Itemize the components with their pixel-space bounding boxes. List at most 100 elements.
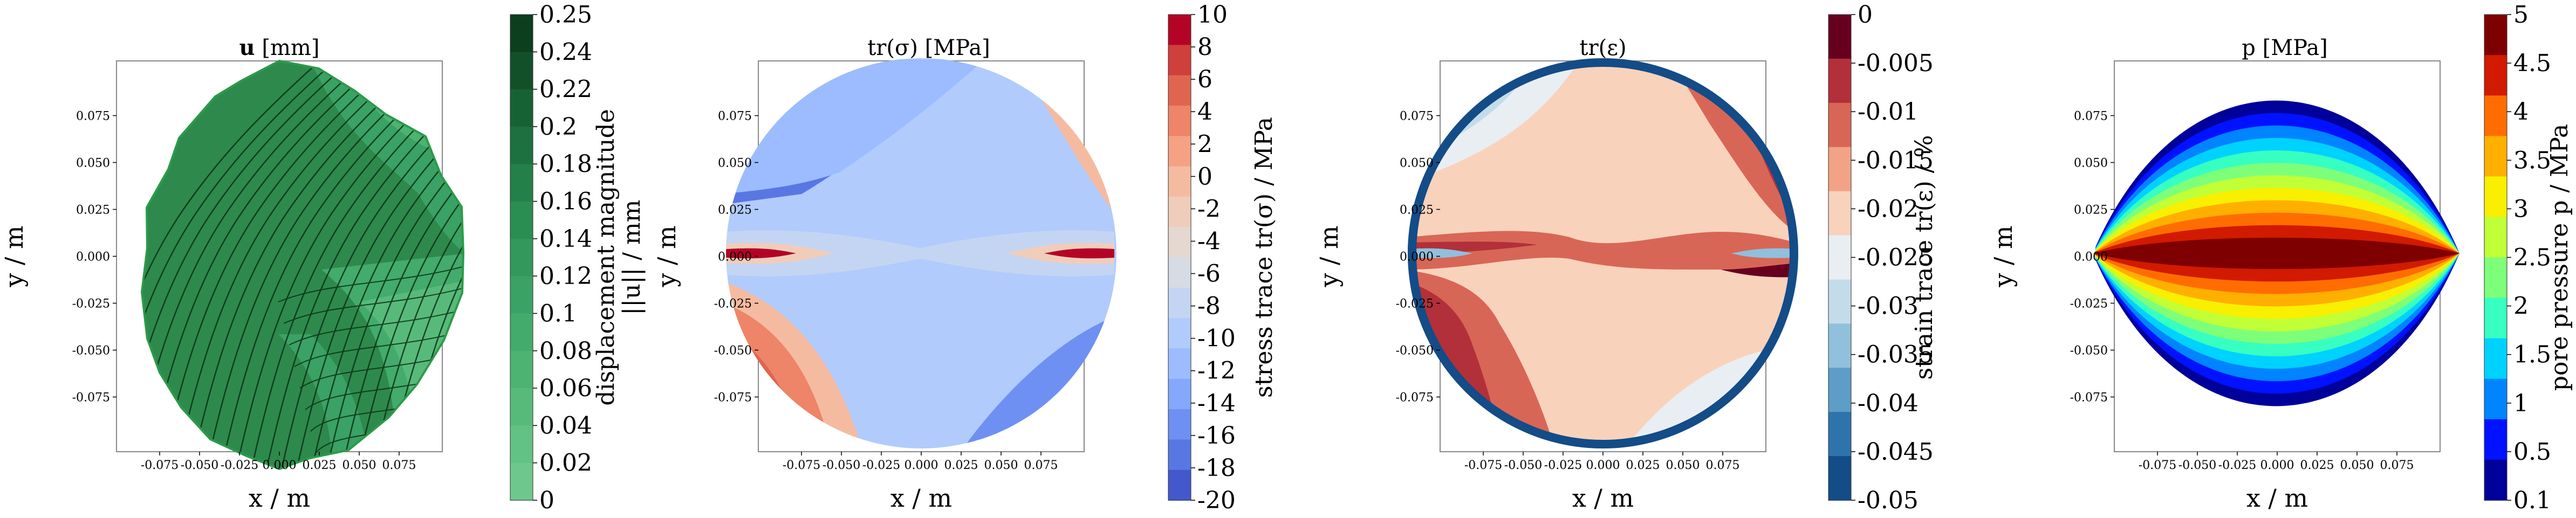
colorbar-swatch bbox=[2484, 257, 2507, 299]
title-rest: [mm] bbox=[255, 36, 320, 60]
colorbar-tick-label: 0.1 bbox=[539, 300, 577, 327]
colorbar-swatch bbox=[1168, 136, 1191, 167]
colorbar-swatch bbox=[2484, 55, 2507, 96]
panel-axes-2: -0.075 -0.050 -0.025 0.000 0.025 0.050 0.0750.… bbox=[1314, 1, 1938, 514]
colorbar-tick-label: 0.2 bbox=[539, 113, 577, 141]
x-axis-label: x / m bbox=[249, 484, 310, 513]
x-axis-label: x / m bbox=[2246, 484, 2308, 513]
y-tick-label: 0.000 bbox=[2074, 251, 2108, 264]
x-tick-label: 0.000 bbox=[905, 459, 938, 472]
y-tick-label: -0.050 bbox=[1396, 344, 1434, 358]
colorbar-swatch bbox=[2484, 338, 2507, 379]
colorbar-swatch bbox=[1168, 105, 1191, 137]
x-tick-label: 0.050 bbox=[2340, 459, 2374, 472]
y-tick-label: 0.025 bbox=[718, 204, 752, 217]
colorbar-tick-label: -16 bbox=[1197, 422, 1236, 450]
colorbar-swatch bbox=[1168, 227, 1191, 258]
x-tick-label: 0.000 bbox=[2260, 459, 2294, 472]
colorbar-swatch bbox=[1828, 102, 1851, 148]
colorbar-tick-label: -0.03 bbox=[1858, 293, 1919, 320]
y-tick-label: -0.050 bbox=[2070, 344, 2108, 358]
streamline bbox=[310, 61, 463, 469]
colorbar-tick-label: -0.05 bbox=[1858, 487, 1919, 514]
x-tick-label: -0.075 bbox=[783, 459, 820, 472]
colorbar-tick-label: 5 bbox=[2513, 1, 2529, 29]
colorbar-tick-label: -6 bbox=[1197, 260, 1221, 288]
streamline bbox=[279, 61, 463, 469]
y-tick-label: 0.075 bbox=[2074, 110, 2108, 123]
y-tick-label: 0.050 bbox=[2074, 157, 2108, 170]
streamline bbox=[340, 61, 463, 469]
colorbar-swatch bbox=[510, 238, 533, 277]
colorbar-tick-label: -0.015 bbox=[1858, 147, 1934, 174]
streamline bbox=[159, 61, 398, 469]
y-tick-label: -0.075 bbox=[72, 391, 110, 405]
colorbar-tick-label: 0.02 bbox=[539, 450, 592, 477]
y-tick-label: 0.000 bbox=[1400, 251, 1434, 264]
colorbar-frame bbox=[1168, 14, 1191, 501]
x-tick-label: 0.025 bbox=[302, 459, 336, 472]
streamline bbox=[370, 61, 463, 469]
x-tick-label: -0.025 bbox=[2218, 459, 2256, 472]
streamline bbox=[289, 307, 463, 346]
colorbar-tick-label: -8 bbox=[1197, 293, 1221, 320]
colorbar-swatch bbox=[1828, 279, 1851, 324]
y-tick-label: 0.000 bbox=[76, 251, 110, 264]
y-tick-label: 0.000 bbox=[718, 251, 752, 264]
colorbar-tick-label: -0.035 bbox=[1858, 341, 1934, 369]
colorbar-tick-label: 2 bbox=[2513, 293, 2529, 320]
x-tick-label: 0.075 bbox=[2380, 459, 2414, 472]
x-axis-label: x / m bbox=[890, 484, 952, 513]
colorbar-tick-label: 1 bbox=[2513, 390, 2529, 417]
colorbar-label: stress trace tr(σ) / MPa bbox=[1250, 117, 1278, 398]
y-tick-label: 0.025 bbox=[2074, 204, 2108, 217]
colorbar-swatch bbox=[1168, 348, 1191, 379]
field-region bbox=[726, 230, 1114, 277]
colorbar-tick-label: 4 bbox=[1197, 98, 1212, 126]
x-tick-label: 0.000 bbox=[1586, 459, 1620, 472]
streamline bbox=[174, 61, 413, 469]
colorbar-swatch bbox=[1168, 196, 1191, 227]
colorbar-swatch bbox=[510, 388, 533, 426]
colorbar-swatch bbox=[1828, 323, 1851, 369]
colorbar-tick-label: -0.01 bbox=[1858, 98, 1919, 126]
title-bold: u bbox=[239, 35, 255, 60]
colorbar-swatch bbox=[2484, 378, 2507, 420]
y-tick-label: 0.075 bbox=[718, 110, 752, 123]
colorbar-tick-label: -4 bbox=[1197, 227, 1221, 255]
colorbar-swatch bbox=[1168, 287, 1191, 319]
colorbar-tick-label: -0.02 bbox=[1858, 195, 1919, 223]
y-tick-label: -0.025 bbox=[72, 298, 110, 311]
colorbar-tick-label: 0 bbox=[539, 487, 554, 514]
colorbar-swatch bbox=[1828, 235, 1851, 280]
x-tick-label: 0.025 bbox=[944, 459, 978, 472]
colorbar-swatch bbox=[1168, 75, 1191, 106]
x-tick-label: 0.075 bbox=[1024, 459, 1058, 472]
y-tick-label: -0.050 bbox=[714, 344, 752, 358]
colorbar-tick-label: 0.5 bbox=[2513, 438, 2551, 466]
colorbar-swatch bbox=[2484, 298, 2507, 339]
domain-outline bbox=[140, 59, 465, 471]
colorbar-swatch bbox=[510, 425, 533, 464]
colorbar-swatch bbox=[510, 89, 533, 127]
colorbar-swatch bbox=[2484, 176, 2507, 218]
colorbar-swatch bbox=[2484, 95, 2507, 137]
colorbar-tick-label: -2 bbox=[1197, 195, 1221, 223]
x-tick-label: 0.000 bbox=[263, 459, 297, 472]
colorbar-tick-label: 0.12 bbox=[539, 263, 592, 290]
x-tick-label: -0.050 bbox=[181, 459, 218, 472]
x-tick-label: 0.075 bbox=[1705, 459, 1739, 472]
colorbar-tick-label: 0.16 bbox=[539, 188, 592, 216]
colorbar-tick-label: -0.025 bbox=[1858, 244, 1934, 272]
colorbar-swatch bbox=[1168, 469, 1191, 501]
streamline bbox=[278, 264, 463, 302]
y-tick-label: -0.025 bbox=[2070, 298, 2108, 311]
colorbar-swatch bbox=[1828, 15, 1851, 59]
colorbar-swatch bbox=[1828, 147, 1851, 192]
colorbar-tick-label: 0.25 bbox=[539, 1, 592, 29]
colorbar-tick-label: 0.14 bbox=[539, 225, 592, 253]
colorbar-swatch bbox=[1828, 368, 1851, 412]
panel-axes-0: -0.075 -0.050 -0.025 0.000 0.025 0.050 0.0750.… bbox=[0, 1, 646, 514]
panel-strain: tr(ε) bbox=[1408, 36, 1798, 452]
field-region bbox=[1408, 231, 1796, 270]
